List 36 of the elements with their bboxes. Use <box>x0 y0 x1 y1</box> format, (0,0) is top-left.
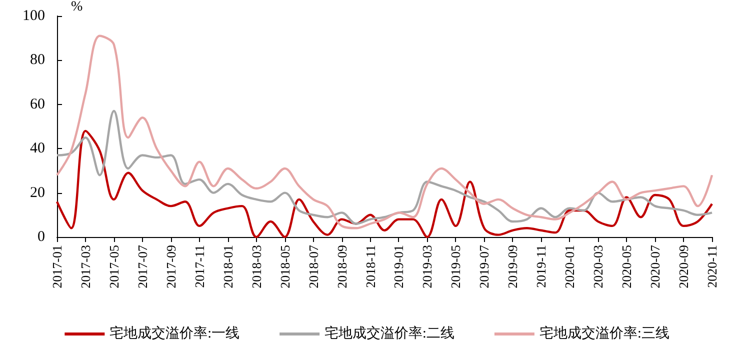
legend-label: 宅地成交溢价率:二线 <box>324 326 454 342</box>
y-tick-label: 100 <box>22 8 45 24</box>
y-tick-label: 80 <box>30 52 45 68</box>
x-tick-label: 2017-09 <box>163 245 178 288</box>
x-tick-label: 2019-03 <box>420 245 435 288</box>
x-tick-label: 2020-11 <box>704 245 720 288</box>
x-tick-label: 2017-01 <box>50 245 64 288</box>
x-tick-label: 2017-03 <box>78 245 93 288</box>
x-tick-label: 2017-11 <box>192 245 207 288</box>
x-tick-label: 2020-09 <box>676 245 692 288</box>
x-tick-label: 2018-07 <box>306 244 321 288</box>
legend-label: 宅地成交溢价率:三线 <box>539 326 670 342</box>
x-tick-label: 2020-01 <box>562 245 578 288</box>
x-tick-label: 2018-11 <box>362 245 378 288</box>
x-tick-label: 2020-05 <box>619 245 634 288</box>
x-tick-label: 2018-09 <box>334 245 350 288</box>
x-tick-label: 2019-05 <box>448 245 464 288</box>
y-tick-label: 20 <box>30 184 45 201</box>
x-tick-label: 2019-11 <box>534 245 549 288</box>
x-tick-label: 2018-01 <box>220 245 236 288</box>
y-tick-label: 60 <box>30 96 45 112</box>
x-tick-label: 2020-07 <box>648 244 663 288</box>
x-tick-label: 2017-07 <box>134 244 150 288</box>
y-tick-label: 40 <box>30 140 45 157</box>
y-tick-label: 0 <box>38 229 45 245</box>
x-tick-label: 2019-09 <box>505 245 520 288</box>
x-tick-label: 2018-03 <box>248 245 264 288</box>
x-tick-label: 2020-03 <box>590 245 606 288</box>
x-tick-label: 2017-05 <box>106 245 122 288</box>
line-series <box>56 34 714 230</box>
y-axis-title: % <box>71 0 83 14</box>
legend-label: 宅地成交溢价率:一线 <box>110 326 240 342</box>
x-tick-label: 2019-01 <box>391 245 406 288</box>
x-tick-label: 2018-05 <box>277 245 292 288</box>
line-series <box>56 110 714 225</box>
x-tick-label: 2019-07 <box>476 244 492 288</box>
